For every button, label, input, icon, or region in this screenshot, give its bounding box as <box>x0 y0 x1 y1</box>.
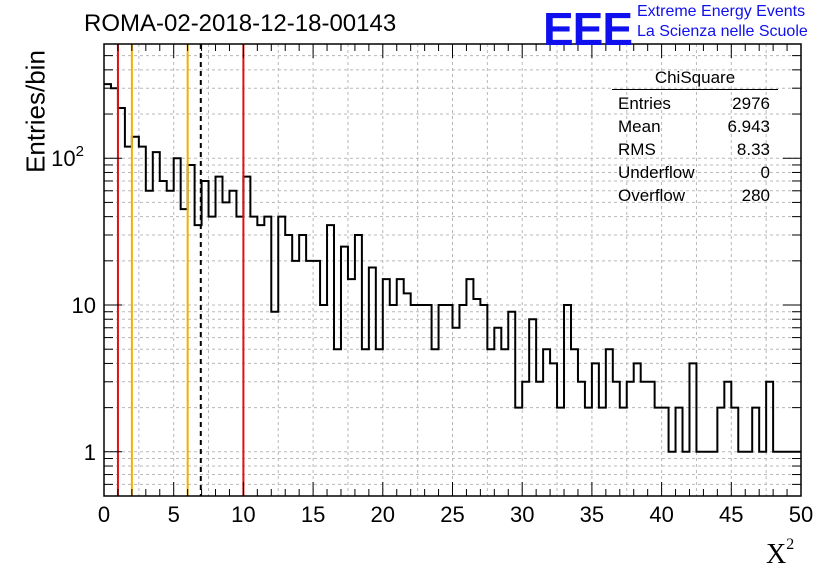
stats-box: ChiSquare Entries 2976 Mean 6.943 RMS 8.33 … <box>612 68 778 207</box>
logo-subtitle-1: Extreme Energy Events <box>637 3 806 20</box>
histogram-series-line <box>104 83 801 453</box>
y-tick-label: 10 <box>72 293 96 318</box>
x-tick-label: 20 <box>371 502 395 527</box>
eee-logo: EEE <box>543 3 633 55</box>
x-tick-label: 0 <box>98 502 110 527</box>
x-tick-label: 45 <box>719 502 743 527</box>
stats-row-rms: RMS 8.33 <box>618 140 770 159</box>
stats-row-overflow: Overflow 280 <box>618 186 770 205</box>
x-tick-label: 10 <box>231 502 255 527</box>
logo-subtitle-2: La Scienza nelle Scuole <box>637 23 808 40</box>
stats-title: ChiSquare <box>612 68 778 90</box>
y-axis-label: Entries/bin <box>20 50 51 173</box>
x-axis-label: X2 <box>766 536 795 570</box>
x-tick-label: 15 <box>301 502 325 527</box>
stats-row-mean: Mean 6.943 <box>618 117 770 136</box>
stats-row-entries: Entries 2976 <box>618 94 770 113</box>
x-tick-label: 35 <box>580 502 604 527</box>
y-tick-label: 1 <box>84 440 96 465</box>
chart-title: ROMA-02-2018-12-18-00143 <box>84 10 397 37</box>
x-tick-label: 40 <box>649 502 673 527</box>
x-tick-label: 5 <box>168 502 180 527</box>
stats-row-underflow: Underflow 0 <box>618 163 770 182</box>
y-tick-label: 102 <box>51 143 84 171</box>
x-tick-label: 50 <box>789 502 813 527</box>
x-tick-label: 30 <box>510 502 534 527</box>
x-tick-label: 25 <box>440 502 464 527</box>
